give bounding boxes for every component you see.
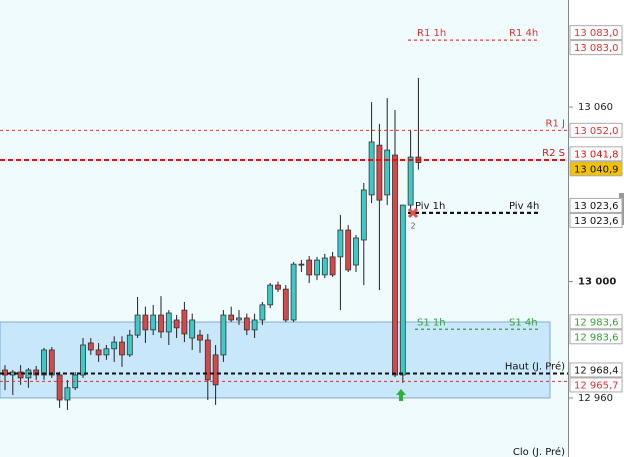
- candle-body: [376, 144, 383, 201]
- candle-body: [251, 319, 258, 331]
- price-box: [569, 146, 623, 162]
- price-box: [569, 197, 623, 213]
- candle-body: [33, 369, 40, 376]
- y-tick-label: 13 000: [578, 277, 616, 288]
- candle-body: [134, 314, 141, 336]
- price-box: [569, 25, 623, 41]
- candle-body: [236, 317, 242, 321]
- candle-body: [103, 348, 110, 356]
- buy-arrow: [396, 389, 406, 401]
- candle-body: [353, 237, 359, 266]
- signal-sell: 2: [407, 207, 419, 231]
- candle-body: [95, 349, 102, 356]
- candle-body: [329, 256, 336, 276]
- level-label: S1 1h: [417, 317, 446, 328]
- bottom-level-label: Clo (J. Pré): [513, 446, 565, 457]
- y-tick-label: 12 960: [578, 393, 613, 404]
- level-label: Piv 1h: [415, 201, 445, 212]
- level-label: S1 4h: [509, 317, 538, 328]
- candle-body: [392, 154, 398, 376]
- candle-body: [111, 341, 118, 350]
- level-label: Piv 4h: [509, 201, 539, 212]
- candle-body: [282, 288, 289, 321]
- price-box: [569, 40, 623, 56]
- chart-layer: 13 060 13 000 12 960 R1 1h R1 4h R1 J R2 S Piv …: [0, 25, 623, 410]
- candle-body: [337, 229, 344, 258]
- candle-body: [345, 229, 352, 271]
- level-label: R1 4h: [509, 28, 538, 39]
- candle-body: [243, 317, 250, 331]
- candle-body: [165, 312, 172, 333]
- candle-body: [87, 342, 94, 351]
- candle-body: [48, 349, 55, 376]
- price-box: [569, 329, 623, 345]
- price-box-label: 13 041,8: [574, 149, 619, 160]
- candle-body: [181, 309, 188, 335]
- candle-body: [290, 263, 297, 321]
- level-label: R1 1h: [417, 28, 446, 39]
- candle-body: [150, 314, 157, 331]
- price-box-label: 13 023,6: [574, 201, 619, 212]
- candle-body: [56, 374, 63, 401]
- candle-body: [368, 141, 375, 196]
- candle-body: [142, 314, 149, 331]
- candle-body: [407, 156, 414, 206]
- price-box-label: 12 983,6: [574, 317, 619, 328]
- candle-body: [314, 259, 320, 276]
- candle-body: [384, 149, 391, 196]
- candle-body: [80, 344, 86, 376]
- candle-body: [267, 284, 274, 306]
- candle-body: [306, 259, 313, 276]
- price-box-label: 12 968,4: [574, 365, 619, 376]
- candle-body: [197, 334, 203, 341]
- candle-body: [228, 314, 235, 321]
- candle-body: [119, 341, 125, 356]
- price-box: [569, 377, 623, 393]
- range-zone: [0, 321, 551, 399]
- candle-body: [173, 319, 180, 329]
- candle-body: [204, 339, 211, 381]
- level-label: Haut (J. Pré): [505, 361, 565, 373]
- candle-body: [17, 371, 24, 379]
- price-box-label: 12 965,7: [574, 380, 619, 391]
- candle-body: [2, 369, 8, 376]
- candle-body: [126, 334, 133, 356]
- candle-body: [399, 204, 406, 376]
- price-box: [569, 122, 623, 138]
- candle-body: [275, 284, 281, 290]
- candle-body: [189, 319, 196, 339]
- level-label: R2 S: [542, 148, 565, 159]
- price-box-label: 13 023,6: [574, 216, 619, 227]
- candle-body: [321, 257, 328, 276]
- price-box: [569, 362, 623, 378]
- price-box-label: 13 083,0: [574, 43, 619, 54]
- candle-body: [360, 189, 367, 241]
- price-box: [569, 314, 623, 330]
- price-box: [569, 161, 623, 177]
- sell-cross: [407, 207, 419, 219]
- price-box-label: 13 083,0: [574, 28, 619, 39]
- candle-body: [158, 314, 164, 333]
- price-box-label: 13 040,9: [574, 164, 619, 175]
- y-tick-label: 13 060: [578, 102, 613, 113]
- candle-body: [259, 304, 266, 321]
- candle-body: [212, 354, 219, 386]
- price-box: [569, 212, 623, 228]
- candle-body: [220, 314, 227, 356]
- candle-body: [41, 349, 47, 376]
- level-label: R1 J: [546, 118, 565, 129]
- price-box-label: 12 983,6: [574, 332, 619, 343]
- signal-count: 2: [410, 222, 415, 231]
- price-box-label: 13 052,0: [574, 126, 619, 137]
- candle-body: [298, 263, 305, 266]
- candle-body: [64, 387, 71, 401]
